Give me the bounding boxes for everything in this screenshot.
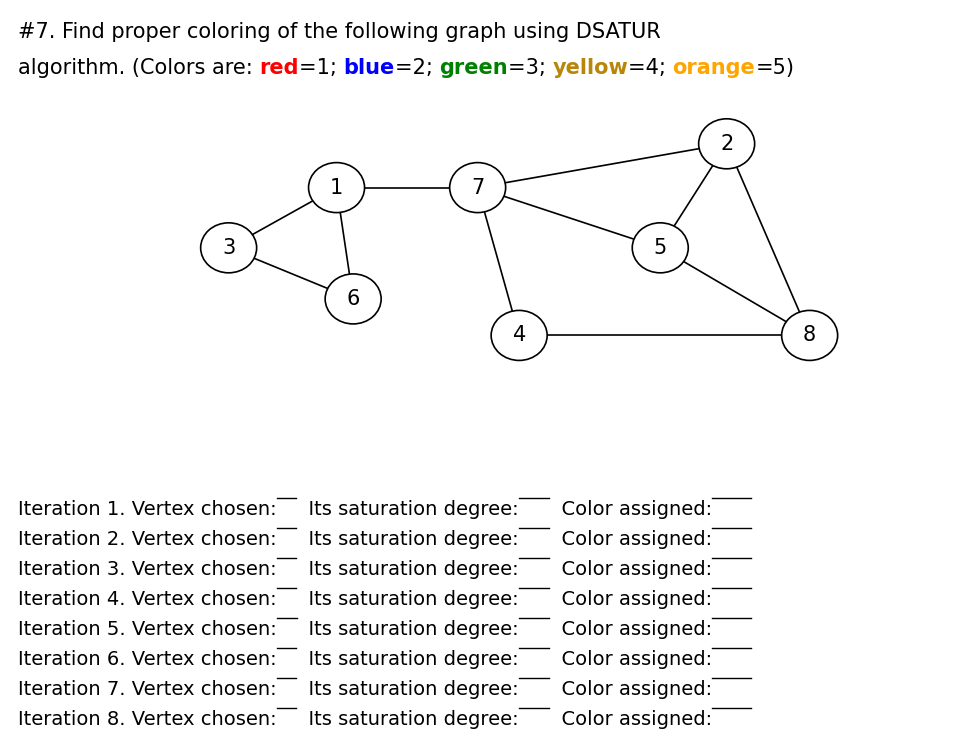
Text: ____: ____ — [712, 590, 751, 609]
Text: 8: 8 — [803, 325, 816, 345]
Text: ____: ____ — [712, 560, 751, 579]
Text: ___: ___ — [519, 620, 549, 639]
Text: __: __ — [276, 620, 296, 639]
Text: red: red — [259, 58, 299, 78]
Text: Color assigned:: Color assigned: — [549, 710, 712, 729]
Text: 4: 4 — [513, 325, 526, 345]
Text: ____: ____ — [712, 710, 751, 729]
Text: __: __ — [276, 530, 296, 549]
Ellipse shape — [449, 162, 506, 213]
Text: ___: ___ — [519, 590, 549, 609]
Text: Its saturation degree:: Its saturation degree: — [296, 680, 519, 699]
Text: ____: ____ — [712, 500, 751, 519]
Text: Color assigned:: Color assigned: — [549, 530, 712, 549]
Text: green: green — [439, 58, 508, 78]
Text: 2: 2 — [720, 134, 734, 154]
Ellipse shape — [200, 223, 257, 273]
Ellipse shape — [325, 274, 381, 324]
Text: Its saturation degree:: Its saturation degree: — [296, 710, 519, 729]
Text: ___: ___ — [519, 530, 549, 549]
Text: Iteration 7. Vertex chosen:: Iteration 7. Vertex chosen: — [18, 680, 276, 699]
Text: 5: 5 — [654, 238, 667, 258]
Text: __: __ — [276, 710, 296, 729]
Text: Its saturation degree:: Its saturation degree: — [296, 590, 519, 609]
Text: Color assigned:: Color assigned: — [549, 500, 712, 519]
Ellipse shape — [782, 310, 837, 360]
Text: __: __ — [276, 680, 296, 699]
Text: Color assigned:: Color assigned: — [549, 560, 712, 579]
Ellipse shape — [491, 310, 547, 360]
Text: ___: ___ — [519, 560, 549, 579]
Text: Iteration 2. Vertex chosen:: Iteration 2. Vertex chosen: — [18, 530, 276, 549]
Text: =4;: =4; — [628, 58, 672, 78]
Text: __: __ — [276, 590, 296, 609]
Text: orange: orange — [672, 58, 755, 78]
Text: Color assigned:: Color assigned: — [549, 680, 712, 699]
Text: __: __ — [276, 500, 296, 519]
Text: 1: 1 — [330, 178, 343, 198]
Text: =5): =5) — [755, 58, 794, 78]
Text: ___: ___ — [519, 680, 549, 699]
Text: Iteration 1. Vertex chosen:: Iteration 1. Vertex chosen: — [18, 500, 276, 519]
Text: ____: ____ — [712, 530, 751, 549]
Text: blue: blue — [343, 58, 395, 78]
Text: ____: ____ — [712, 680, 751, 699]
Text: yellow: yellow — [552, 58, 628, 78]
Text: Its saturation degree:: Its saturation degree: — [296, 620, 519, 639]
Text: Color assigned:: Color assigned: — [549, 620, 712, 639]
Text: Iteration 5. Vertex chosen:: Iteration 5. Vertex chosen: — [18, 620, 276, 639]
Text: Color assigned:: Color assigned: — [549, 590, 712, 609]
Text: ____: ____ — [712, 650, 751, 669]
Text: 3: 3 — [222, 238, 235, 258]
Text: ____: ____ — [712, 620, 751, 639]
Text: ___: ___ — [519, 650, 549, 669]
Text: =3;: =3; — [508, 58, 552, 78]
Text: ___: ___ — [519, 710, 549, 729]
Text: Iteration 4. Vertex chosen:: Iteration 4. Vertex chosen: — [18, 590, 276, 609]
Text: algorithm. (Colors are:: algorithm. (Colors are: — [18, 58, 259, 78]
Text: =1;: =1; — [299, 58, 343, 78]
Text: Iteration 6. Vertex chosen:: Iteration 6. Vertex chosen: — [18, 650, 276, 669]
Text: 7: 7 — [471, 178, 485, 198]
Text: =2;: =2; — [395, 58, 439, 78]
Text: Iteration 8. Vertex chosen:: Iteration 8. Vertex chosen: — [18, 710, 276, 729]
Text: __: __ — [276, 560, 296, 579]
Text: #7. Find proper coloring of the following graph using DSATUR: #7. Find proper coloring of the followin… — [18, 22, 660, 42]
Text: Its saturation degree:: Its saturation degree: — [296, 650, 519, 669]
Ellipse shape — [309, 162, 364, 213]
Text: __: __ — [276, 650, 296, 669]
Text: 6: 6 — [347, 289, 360, 309]
Text: Color assigned:: Color assigned: — [549, 650, 712, 669]
Ellipse shape — [699, 119, 754, 169]
Text: ___: ___ — [519, 500, 549, 519]
Text: Its saturation degree:: Its saturation degree: — [296, 500, 519, 519]
Ellipse shape — [632, 223, 688, 273]
Text: Its saturation degree:: Its saturation degree: — [296, 560, 519, 579]
Text: Iteration 3. Vertex chosen:: Iteration 3. Vertex chosen: — [18, 560, 276, 579]
Text: Its saturation degree:: Its saturation degree: — [296, 530, 519, 549]
